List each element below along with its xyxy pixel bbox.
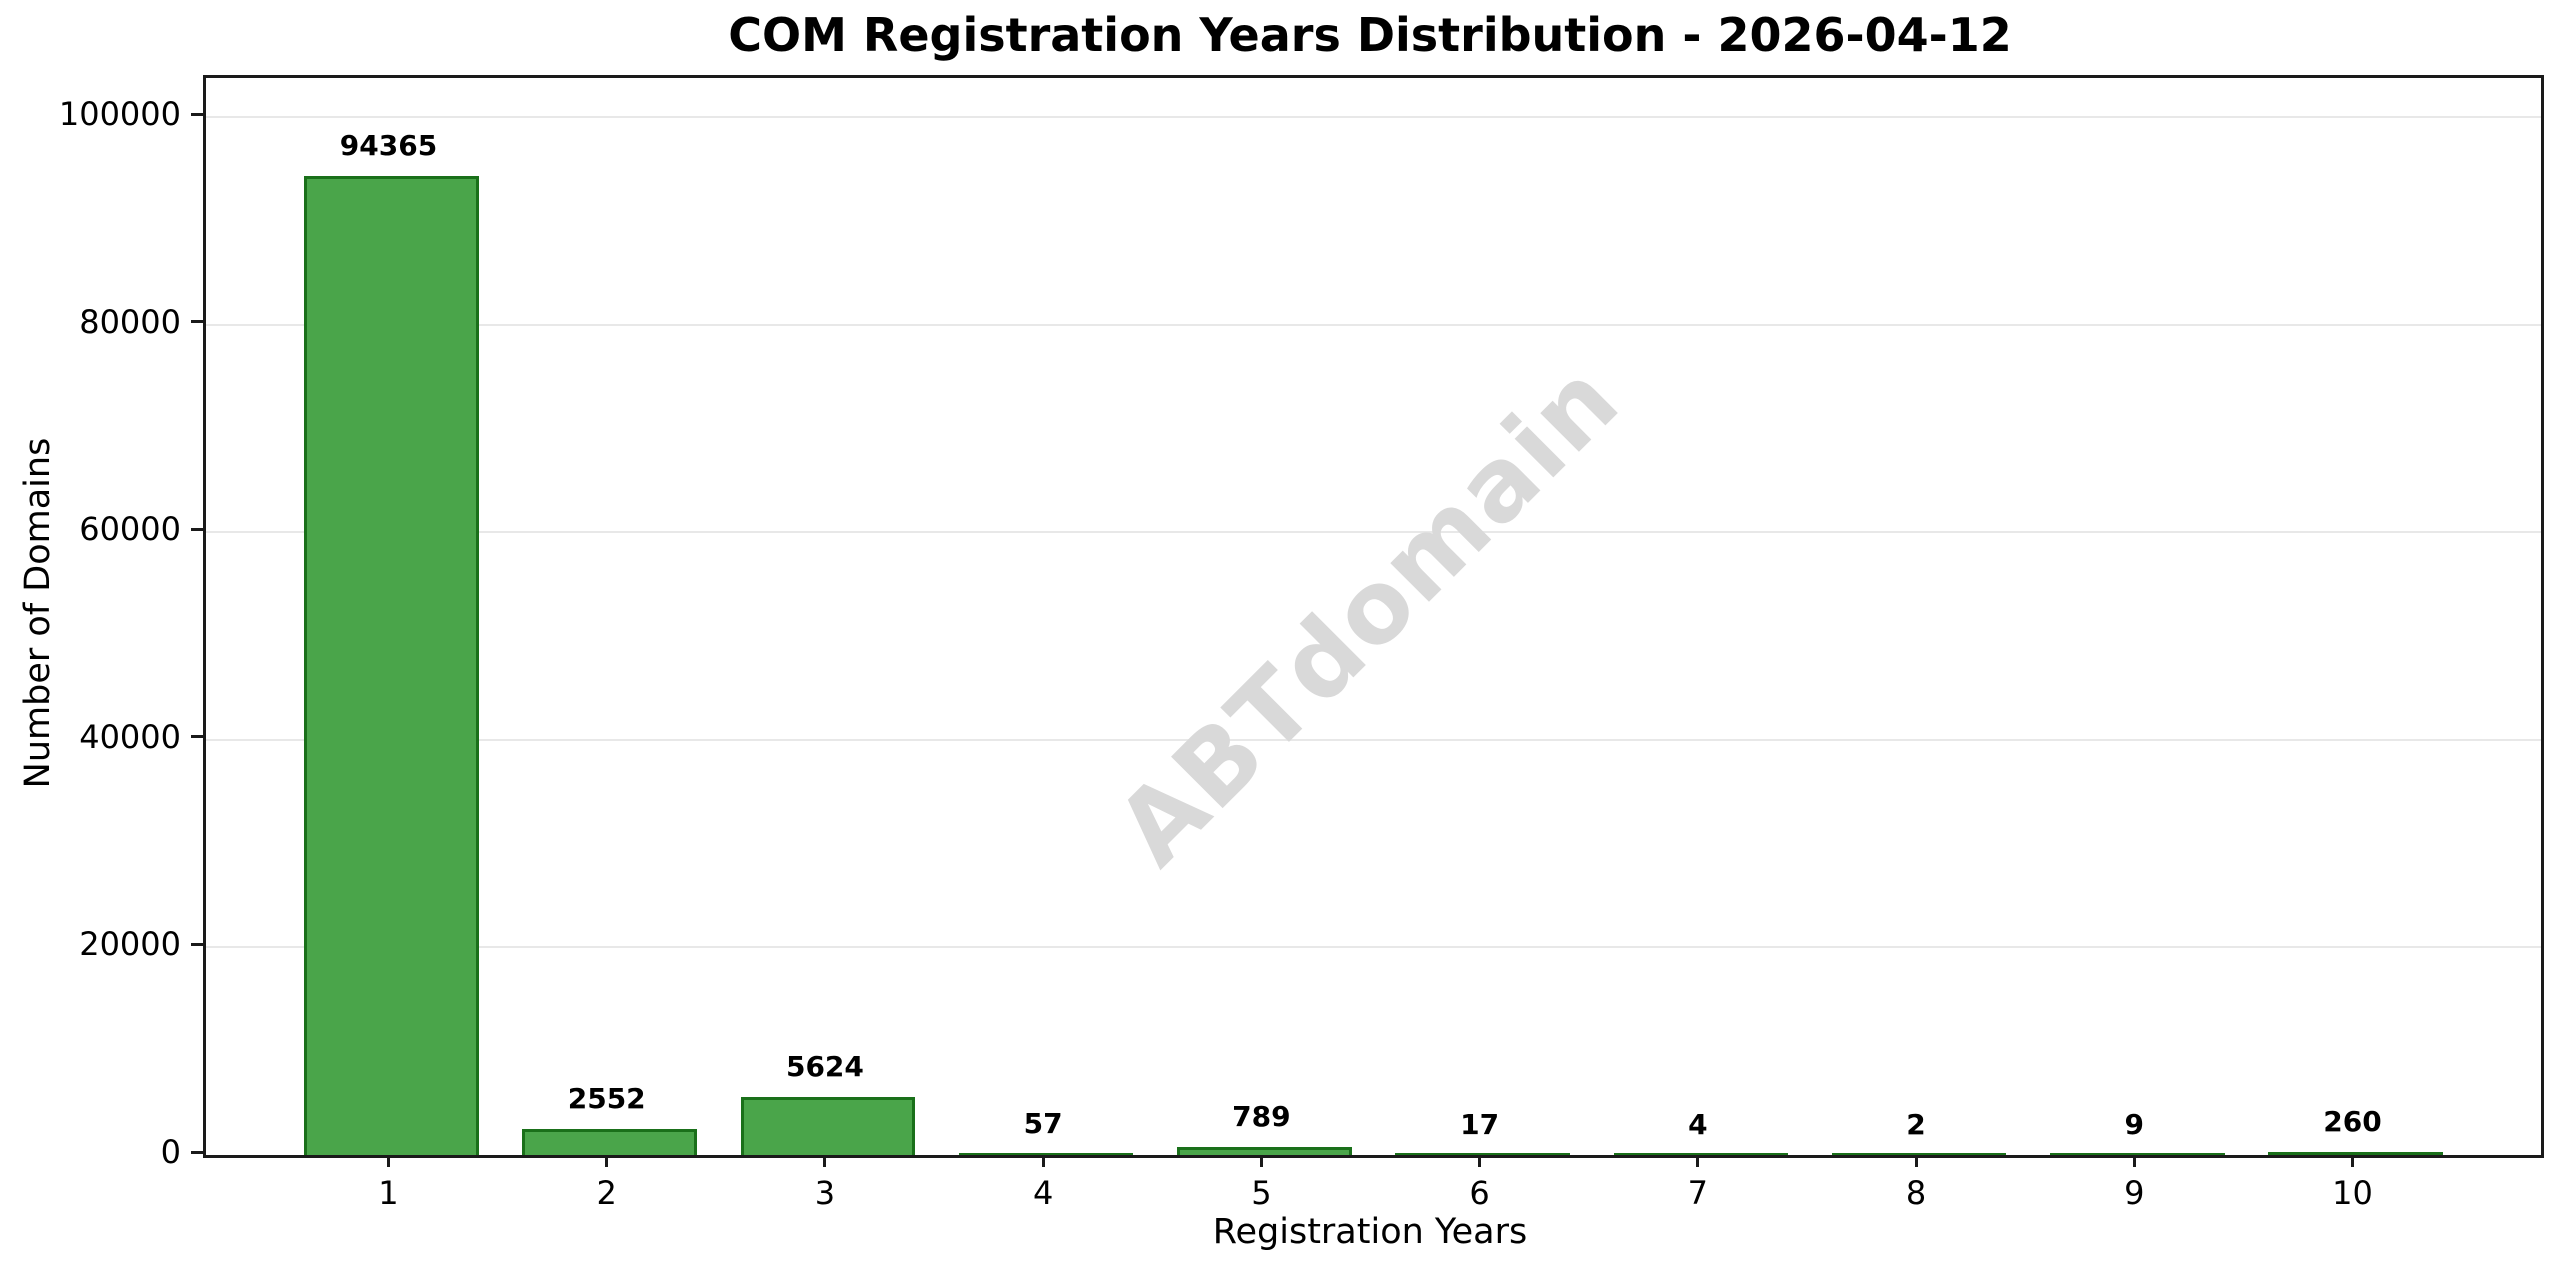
bar-year-3 bbox=[740, 1096, 916, 1155]
x-axis-tick-mark bbox=[386, 1155, 390, 1167]
bar-value-label: 9 bbox=[2124, 1107, 2145, 1141]
x-axis-tick-mark bbox=[2132, 1155, 2136, 1167]
bar-value-label: 94365 bbox=[339, 128, 438, 162]
watermark-text: ABTdomain bbox=[1094, 340, 1642, 888]
bar-year-9 bbox=[2049, 1152, 2225, 1155]
bar-year-6 bbox=[1395, 1152, 1570, 1155]
y-axis-tick-label: 100000 bbox=[58, 95, 181, 134]
bar-year-10 bbox=[2268, 1152, 2443, 1155]
x-axis-tick-label: 8 bbox=[1905, 1174, 1927, 1212]
x-axis-tick-label: 2 bbox=[596, 1174, 617, 1212]
x-axis-tick-mark bbox=[1914, 1155, 1918, 1167]
y-axis-tick-label: 80000 bbox=[79, 302, 181, 341]
y-axis-tick-mark bbox=[191, 112, 203, 116]
x-axis-tick-mark bbox=[605, 1155, 609, 1167]
plot-area: ABTdomain bbox=[203, 75, 2544, 1158]
y-gridline bbox=[206, 946, 2541, 949]
x-axis-label: Registration Years bbox=[1212, 1212, 1528, 1252]
bar-value-label: 17 bbox=[1460, 1107, 1500, 1141]
y-axis-tick-mark bbox=[191, 735, 203, 739]
x-axis-tick-mark bbox=[823, 1155, 827, 1167]
bar-year-4 bbox=[958, 1152, 1134, 1155]
y-gridline bbox=[206, 323, 2541, 326]
x-axis-tick-label: 4 bbox=[1032, 1174, 1054, 1212]
bar-value-label: 2 bbox=[1906, 1107, 1926, 1141]
y-axis-label: Number of Domains bbox=[18, 437, 58, 789]
x-axis-tick-label: 9 bbox=[2124, 1174, 2145, 1212]
y-gridline bbox=[206, 531, 2541, 534]
bar-value-label: 789 bbox=[1232, 1099, 1291, 1133]
x-axis-tick-mark bbox=[1696, 1155, 1700, 1167]
x-axis-tick-label: 10 bbox=[2332, 1174, 2373, 1212]
bar-year-8 bbox=[1831, 1152, 2007, 1155]
x-axis-tick-mark bbox=[1259, 1155, 1263, 1167]
bar-year-1 bbox=[304, 175, 479, 1155]
y-axis-tick-mark bbox=[191, 942, 203, 946]
bar-year-5 bbox=[1177, 1146, 1352, 1155]
bar-value-label: 4 bbox=[1688, 1107, 1708, 1141]
bar-value-label: 2552 bbox=[567, 1081, 646, 1115]
x-axis-tick-label: 5 bbox=[1251, 1174, 1272, 1212]
y-axis-tick-label: 40000 bbox=[79, 717, 181, 756]
y-axis-tick-label: 60000 bbox=[79, 510, 181, 549]
chart-title: COM Registration Years Distribution - 20… bbox=[728, 8, 2012, 62]
y-gridline bbox=[206, 738, 2541, 741]
x-axis-tick-label: 1 bbox=[378, 1174, 399, 1212]
x-axis-tick-mark bbox=[1478, 1155, 1482, 1167]
bar-value-label: 5624 bbox=[785, 1049, 864, 1083]
x-axis-tick-label: 7 bbox=[1687, 1174, 1709, 1212]
x-axis-tick-label: 6 bbox=[1469, 1174, 1490, 1212]
y-axis-tick-mark bbox=[191, 320, 203, 324]
bar-value-label: 57 bbox=[1023, 1107, 1063, 1141]
bar-value-label: 260 bbox=[2323, 1105, 2382, 1139]
y-gridline bbox=[206, 116, 2541, 119]
bar-year-2 bbox=[522, 1128, 697, 1155]
x-axis-tick-mark bbox=[1041, 1155, 1045, 1167]
y-axis-tick-mark bbox=[191, 527, 203, 531]
y-axis-tick-label: 0 bbox=[160, 1133, 181, 1171]
x-axis-tick-label: 3 bbox=[814, 1174, 836, 1212]
y-axis-tick-mark bbox=[191, 1150, 203, 1154]
bar-year-7 bbox=[1613, 1152, 1789, 1155]
x-axis-tick-mark bbox=[2351, 1155, 2354, 1167]
y-axis-tick-label: 20000 bbox=[79, 925, 181, 964]
